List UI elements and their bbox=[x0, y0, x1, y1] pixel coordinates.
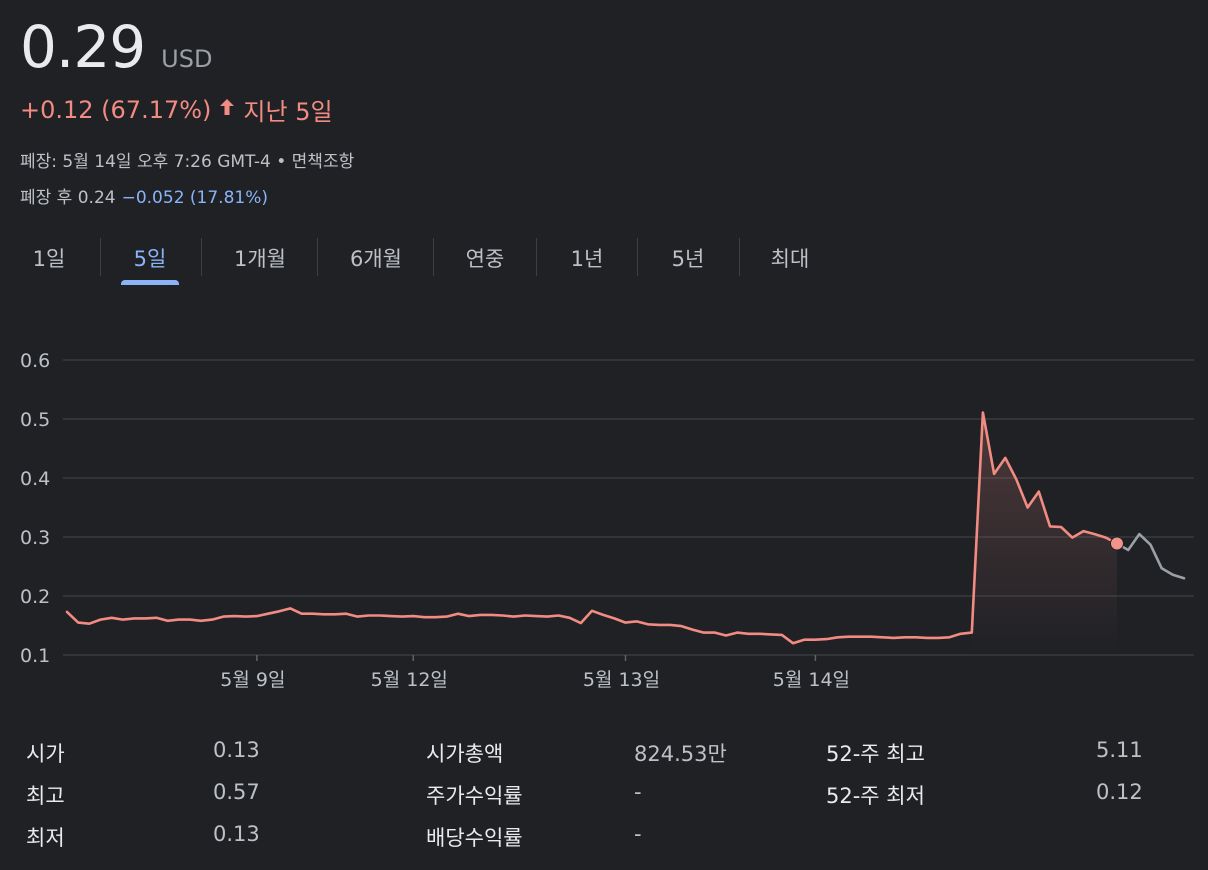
after-hours-price: 폐장 후 0.24 bbox=[20, 188, 116, 208]
tab-divider bbox=[317, 238, 318, 276]
stat-label-dividend-yield: 배당수익률 bbox=[426, 826, 523, 850]
tab-max[interactable]: 최대 bbox=[770, 247, 810, 271]
price-change-row: +0.12 (67.17%) 지난 5일 bbox=[20, 92, 333, 127]
stat-value-dividend-yield: - bbox=[634, 822, 642, 846]
y-tick-label: 0.2 bbox=[20, 586, 50, 608]
stat-value-high: 0.57 bbox=[213, 780, 260, 804]
stat-value-pe-ratio: - bbox=[634, 780, 642, 804]
tab-6m[interactable]: 6개월 bbox=[349, 247, 402, 271]
arrow-up-icon bbox=[219, 97, 235, 122]
tab-5y[interactable]: 5년 bbox=[671, 247, 705, 271]
price-line bbox=[65, 411, 1119, 645]
x-tick-label: 5월 13일 bbox=[583, 669, 660, 691]
stat-value-52w-low: 0.12 bbox=[1096, 780, 1143, 804]
tab-divider bbox=[433, 238, 434, 276]
stat-value-52w-high: 5.11 bbox=[1096, 738, 1143, 762]
y-tick-label: 0.6 bbox=[20, 350, 50, 372]
tab-1d[interactable]: 1일 bbox=[32, 247, 66, 271]
tab-divider bbox=[637, 238, 638, 276]
after-hours-info: 폐장 후 0.24 −0.052 (17.81%) bbox=[20, 183, 268, 208]
currency-label: USD bbox=[161, 45, 213, 73]
tab-divider bbox=[201, 238, 202, 276]
after-hours-change: −0.052 (17.81%) bbox=[121, 188, 268, 208]
y-tick-label: 0.5 bbox=[20, 409, 50, 431]
y-tick-label: 0.1 bbox=[20, 645, 50, 667]
x-tick-label: 5월 9일 bbox=[220, 669, 285, 691]
price-change: +0.12 (67.17%) bbox=[20, 95, 212, 124]
stat-label-low: 최저 bbox=[26, 826, 65, 850]
after-hours-line bbox=[1115, 532, 1186, 580]
price-header: 0.29 USD bbox=[20, 12, 212, 82]
stat-label-high: 최고 bbox=[26, 784, 65, 808]
stat-value-open: 0.13 bbox=[213, 738, 260, 762]
stat-value-low: 0.13 bbox=[213, 822, 260, 846]
stat-label-market-cap: 시가총액 bbox=[426, 742, 504, 766]
stat-value-market-cap: 824.53만 bbox=[634, 742, 727, 766]
tab-divider bbox=[739, 238, 740, 276]
current-price: 0.29 bbox=[20, 13, 146, 81]
tab-divider bbox=[536, 238, 537, 276]
last-price-marker bbox=[1109, 536, 1124, 551]
tab-divider bbox=[100, 238, 101, 276]
x-tick-label: 5월 12일 bbox=[371, 669, 448, 691]
range-tabs: 1일 5일 1개월 6개월 연중 1년 5년 최대 bbox=[0, 236, 840, 286]
price-chart[interactable]: 0.6 0.5 0.4 0.3 0.2 0.1 5월 9일 5월 12일 5월 13일 5월 14… bbox=[0, 330, 1208, 700]
area-fill bbox=[971, 412, 1117, 655]
stat-label-52w-high: 52-주 최고 bbox=[826, 742, 925, 766]
stat-label-pe-ratio: 주가수익률 bbox=[426, 784, 523, 808]
y-tick-label: 0.4 bbox=[20, 468, 50, 490]
tab-ytd[interactable]: 연중 bbox=[465, 247, 505, 271]
tab-5d[interactable]: 5일 bbox=[121, 236, 179, 285]
x-tick-label: 5월 14일 bbox=[773, 669, 850, 691]
y-tick-label: 0.3 bbox=[20, 527, 50, 549]
stat-label-52w-low: 52-주 최저 bbox=[826, 784, 925, 808]
tab-1m[interactable]: 1개월 bbox=[233, 247, 286, 271]
stat-label-open: 시가 bbox=[26, 742, 65, 766]
active-tab-indicator bbox=[121, 280, 179, 285]
change-period: 지난 5일 bbox=[243, 98, 333, 126]
close-info: 폐장: 5월 14일 오후 7:26 GMT-4 • 면책조항 bbox=[20, 152, 355, 172]
tab-1y[interactable]: 1년 bbox=[570, 247, 604, 271]
